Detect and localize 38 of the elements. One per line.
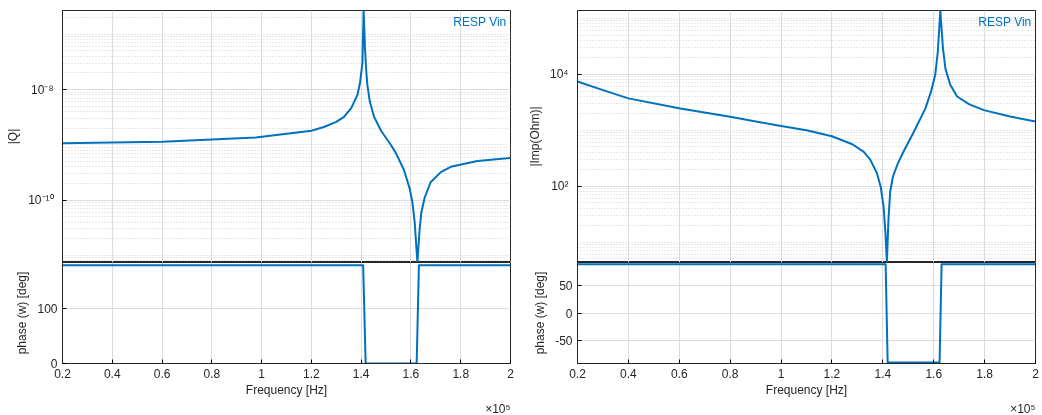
y-tick-label: 50 — [559, 279, 573, 294]
x-tick-label: 1.4 — [874, 366, 892, 381]
x-tick-label: 1.8 — [976, 366, 994, 381]
x-tick-label: 0.6 — [153, 366, 171, 381]
y-tick-label: 10⁴ — [550, 67, 569, 82]
x-axis-title: Frequency [Hz] — [245, 382, 328, 397]
x-tick-label: 2 — [507, 366, 515, 381]
y-tick-label: 10² — [551, 179, 569, 194]
y-tick-label: 0 — [50, 357, 58, 371]
y-axis-title: |Q| — [6, 128, 21, 145]
x-axis-title: Frequency [Hz] — [765, 382, 848, 397]
x-tick-label: 0.8 — [203, 366, 221, 381]
text: RESP Vin — [453, 14, 507, 29]
y-axis-title: phase (w) [deg] — [15, 271, 30, 355]
x-tick-label: 1.4 — [352, 366, 370, 381]
x-tick-label: 1.6 — [925, 366, 943, 381]
text: ×10⁵ — [485, 401, 511, 415]
x-tick-label: 1.2 — [823, 366, 841, 381]
y-axis-title: phase (w) [deg] — [533, 271, 548, 355]
y-tick-label: 0 — [565, 306, 573, 321]
y-axis-title: |Imp(Ohm)| — [528, 106, 542, 167]
x-tick-label: 2 — [1032, 366, 1040, 381]
x-tick-label: 0.4 — [620, 366, 638, 381]
x-tick-label: 0.4 — [103, 366, 121, 381]
x-tick-label: 1.6 — [402, 366, 420, 381]
y-tick-label: -50 — [555, 334, 573, 349]
y-tick-label: 10⁻¹⁰ — [28, 193, 54, 208]
x-tick-label: 0.8 — [721, 366, 739, 381]
x-tick-label: 1 — [258, 366, 266, 381]
x-tick-label: 1.2 — [303, 366, 321, 381]
y-tick-label: 100 — [37, 302, 58, 317]
x-tick-label: 1 — [777, 366, 785, 381]
x-tick-label: 1.8 — [452, 366, 470, 381]
text: RESP Vin — [978, 14, 1032, 29]
text: ×10⁵ — [1010, 401, 1036, 415]
x-tick-label: 0.6 — [670, 366, 688, 381]
y-tick-label: 10⁻⁸ — [31, 82, 54, 97]
x-tick-label: 0.2 — [569, 366, 587, 381]
